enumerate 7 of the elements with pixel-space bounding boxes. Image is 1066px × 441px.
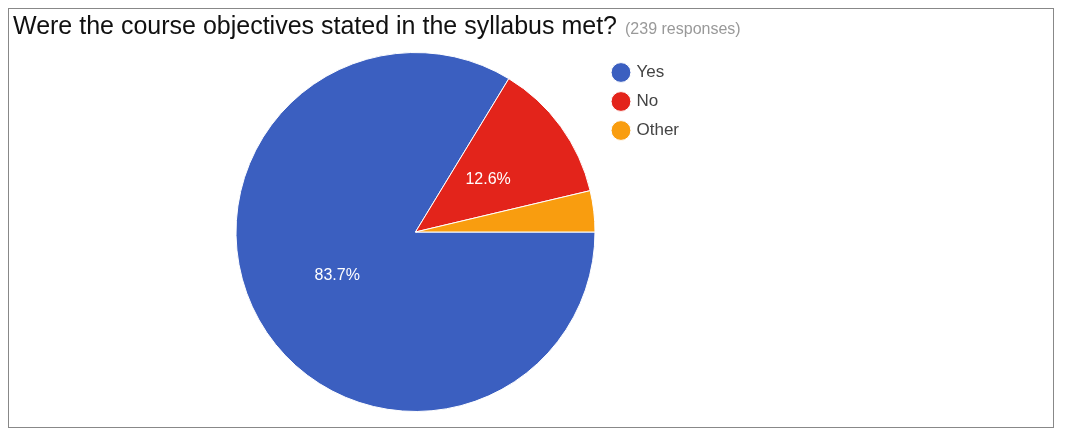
data-label: 83.7% <box>314 266 360 284</box>
legend-label: No <box>636 91 659 111</box>
legend-label: Other <box>636 120 680 140</box>
legend-label: Yes <box>636 62 665 82</box>
chart-subtitle: (239 responses) <box>625 20 741 37</box>
data-label: 12.6% <box>465 169 511 187</box>
chart-title: Were the course objectives stated in the syllabus met? <box>13 11 618 39</box>
